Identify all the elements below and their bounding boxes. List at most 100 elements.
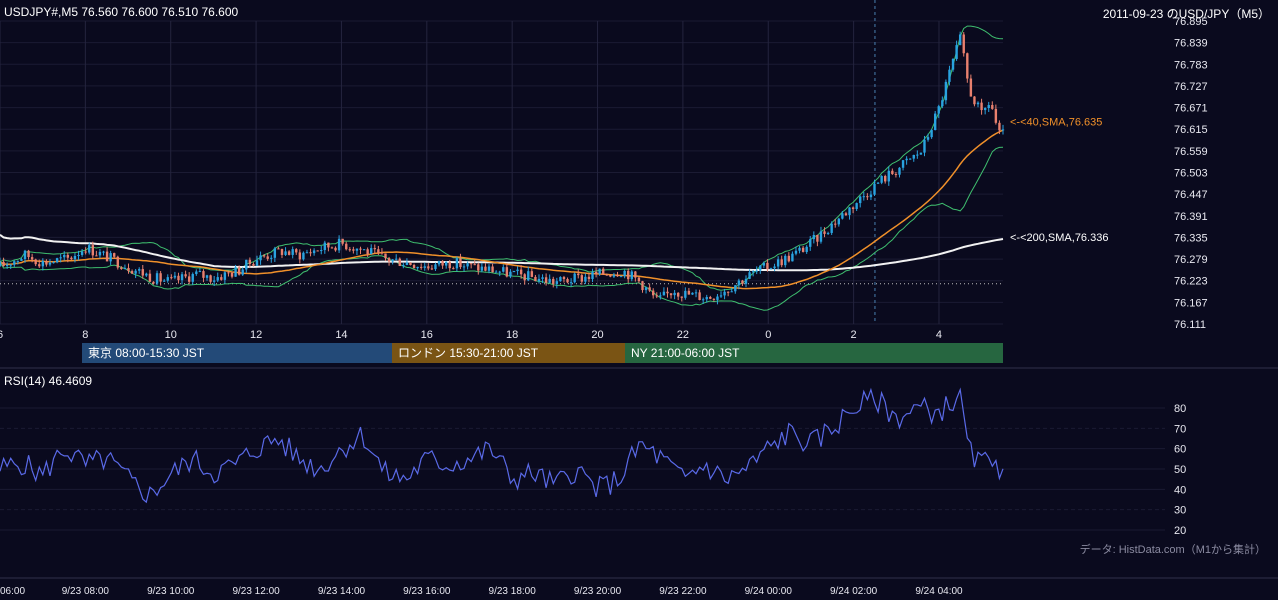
candle-down xyxy=(616,274,619,277)
candle-up xyxy=(541,277,544,279)
candle-down xyxy=(587,276,591,280)
candle-up xyxy=(455,258,459,269)
candle-down xyxy=(152,281,155,284)
candle-down xyxy=(666,291,669,294)
candle-up xyxy=(391,259,394,262)
bottom-time-label: 9/23 20:00 xyxy=(574,586,622,597)
price-tick-label: 76.895 xyxy=(1174,16,1208,28)
candle-up xyxy=(312,250,316,254)
candle-up xyxy=(302,252,305,260)
candle-down xyxy=(2,261,5,267)
candle-up xyxy=(862,196,865,198)
candle-down xyxy=(712,298,716,300)
bottom-time-label: 9/23 18:00 xyxy=(489,586,537,597)
candle-up xyxy=(691,292,694,295)
candle-up xyxy=(434,264,437,270)
candle-down xyxy=(580,275,584,282)
candle-down xyxy=(237,267,241,275)
session-ny: NY 21:00-06:00 JST xyxy=(625,343,1003,363)
candle-up xyxy=(559,277,562,282)
bottom-time-label: 9/24 00:00 xyxy=(745,586,793,597)
candle-up xyxy=(941,100,944,107)
bollinger-upper xyxy=(0,25,1004,291)
candle-up xyxy=(948,69,951,82)
candle-up xyxy=(305,252,309,254)
candle-up xyxy=(644,287,648,291)
candle-down xyxy=(680,296,683,298)
price-tick-label: 76.559 xyxy=(1174,146,1208,158)
moving-averages xyxy=(0,129,1004,290)
candle-down xyxy=(398,258,401,267)
candle-up xyxy=(584,276,587,282)
rsi-axis-ticks: 80 70 60 50 40 30 20 xyxy=(1174,403,1186,537)
candle-down xyxy=(380,252,384,254)
candle-down xyxy=(648,287,651,291)
candle-down xyxy=(552,278,555,285)
time-axis-ticks: 6 8 10 12 14 16 18 20 22 0 2 4 xyxy=(0,329,942,341)
candle-up xyxy=(16,260,20,262)
candle-down xyxy=(844,213,848,216)
candle-down xyxy=(780,259,783,266)
candle-up xyxy=(701,299,705,301)
candle-up xyxy=(1001,129,1005,131)
candle-down xyxy=(27,250,30,258)
price-grid xyxy=(0,0,1003,325)
candle-down xyxy=(969,78,973,97)
rsi-tick-label: 70 xyxy=(1174,423,1186,435)
candle-down xyxy=(994,108,998,123)
candle-down xyxy=(120,267,123,270)
overlay-label: <-<200,SMA,76.336 xyxy=(1010,232,1108,244)
candle-up xyxy=(537,278,541,282)
candle-down xyxy=(534,276,537,282)
price-tick-label: 76.727 xyxy=(1174,81,1208,93)
candle-up xyxy=(912,154,915,159)
candle-down xyxy=(687,290,691,295)
candle-down xyxy=(834,223,837,225)
candle-up xyxy=(52,262,55,264)
candle-up xyxy=(88,245,91,253)
candle-up xyxy=(5,264,9,267)
candle-up xyxy=(662,291,666,296)
candle-down xyxy=(676,292,680,297)
candle-up xyxy=(548,278,551,283)
candle-up xyxy=(259,255,262,261)
candle-up xyxy=(191,274,194,282)
candle-down xyxy=(202,271,205,278)
candle-up xyxy=(944,81,948,101)
candle-down xyxy=(252,264,255,266)
candle-down xyxy=(352,249,355,251)
candle-up xyxy=(694,292,698,294)
candle-down xyxy=(113,253,116,257)
candle-down xyxy=(384,253,387,259)
candle-down xyxy=(766,262,769,270)
candle-down xyxy=(348,249,352,251)
candle-up xyxy=(755,270,758,272)
source-note: データ: HistData.com（M1から集計） xyxy=(1079,544,1266,556)
time-tick-label: 12 xyxy=(250,329,262,341)
candle-up xyxy=(80,251,84,256)
candle-up xyxy=(930,130,933,138)
bottom-time-label: 9/23 10:00 xyxy=(147,586,195,597)
bottom-time-label: 9/23 12:00 xyxy=(232,586,280,597)
candle-down xyxy=(298,252,302,260)
candle-down xyxy=(637,277,641,282)
price-tick-label: 76.615 xyxy=(1174,124,1208,136)
bottom-time-label: 06:00 xyxy=(0,586,25,597)
candle-up xyxy=(623,270,626,277)
rsi-tick-label: 50 xyxy=(1174,464,1186,476)
candle-up xyxy=(198,271,202,273)
candle-up xyxy=(569,282,573,284)
candle-up xyxy=(769,268,773,270)
candle-down xyxy=(477,264,480,271)
candle-up xyxy=(748,272,751,279)
sma200-line xyxy=(0,233,1004,272)
candle-down xyxy=(334,247,337,251)
candle-up xyxy=(55,258,59,263)
candle-up xyxy=(98,251,102,256)
candle-up xyxy=(123,267,127,270)
candle-up xyxy=(402,264,405,267)
candle-down xyxy=(130,271,134,274)
candle-down xyxy=(95,255,98,257)
candle-up xyxy=(730,291,733,293)
candle-up xyxy=(673,292,676,296)
